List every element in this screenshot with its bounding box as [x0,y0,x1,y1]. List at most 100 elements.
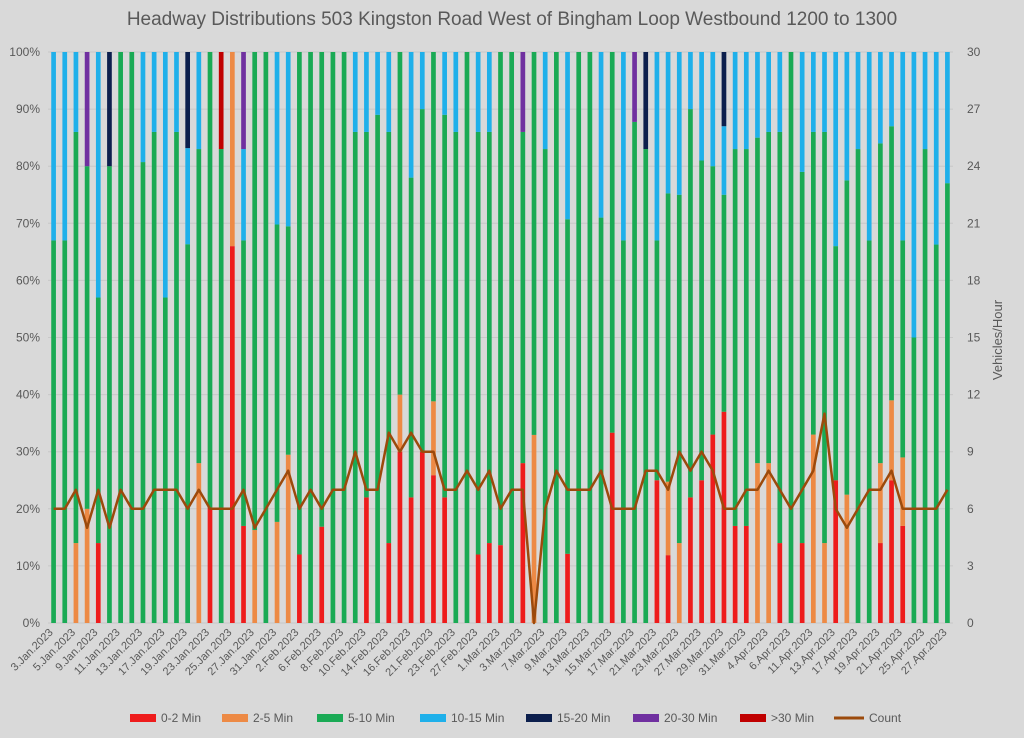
bar-segment [621,240,626,623]
bar-segment [475,52,481,132]
bar-segment [285,454,291,623]
bar-segment [84,508,90,623]
bar-segment [375,114,380,623]
bar-segment [397,451,403,623]
y-left-tick-label: 0% [23,616,41,630]
bar-segment [252,530,258,623]
bar-segment [297,554,302,623]
bar-segment [799,543,805,623]
bar-segment [241,240,246,526]
bar-segment [475,131,481,555]
bar-segment [900,457,906,526]
bar-segment [889,52,894,127]
bar-segment [285,226,291,455]
bar-segment [241,149,246,241]
bar-segment [196,149,202,464]
bar-segment [107,52,112,167]
bar-segment [721,411,727,623]
y-left-tick-label: 80% [16,159,40,173]
bar-segment [509,52,515,623]
bar-segment [676,543,682,623]
bar-segment [520,131,526,464]
bar-segment [878,463,883,544]
bar-segment [788,52,794,623]
bar-segment [822,543,827,623]
x-tick-labels: 3.Jan.20235.Jan.20239.Jan.202311.Jan.202… [9,627,950,679]
bar-segment [810,52,816,132]
bar-segment [554,52,559,623]
bar-segment [945,52,950,184]
bar-segment [330,52,336,623]
bar-segment [721,194,727,412]
bar-segment [766,52,771,132]
legend-swatch [222,714,248,722]
bar-segment [218,52,224,150]
bar-segment [900,52,906,241]
bar-segment [442,52,447,115]
bar-segment [766,463,771,623]
bar-segment [84,52,90,167]
bar-segment [453,131,459,623]
bar-segment [676,52,682,195]
bar-segment [911,337,917,623]
bar-segment [431,52,436,402]
bar-segment [565,553,570,623]
bar-segment [922,149,928,623]
bar-segment [565,219,570,554]
y-right-ticks: 0 3 6 9 12 15 18 21 24 27 30 [967,45,981,630]
bar-segment [386,52,392,132]
bar-segment [755,463,760,623]
count-line [53,412,949,625]
bar-segment [419,451,425,623]
bar-segment [174,131,179,623]
bar-segment [766,131,771,464]
y-left-tick-label: 90% [16,102,40,116]
y-right-axis-label: Vehicles/Hour [990,299,1005,380]
bar-segment [95,543,101,623]
bar-segment [743,525,749,623]
bar-segment [207,52,213,508]
bar-segment [576,52,582,623]
bar-segment [419,52,425,110]
bar-segment [151,52,157,132]
bar-segment [833,480,839,623]
legend: 0-2 Min 2-5 Min 5-10 Min 10-15 Min 15-20 Min… [130,711,902,725]
y-right-tick-label: 21 [967,216,981,230]
bar-segment [185,148,191,245]
bar-segment [386,543,392,623]
bar-segment [777,131,783,544]
legend-swatch [420,714,446,722]
y-right-tick-label: 15 [967,331,981,345]
y-left-ticks: 0% 10% 20% 30% 40% 50% 60% 70% 80% 90% 100% [9,45,40,630]
bar-segment [464,52,470,623]
bar-segment [900,525,906,623]
bar-segment [676,194,682,544]
bar-segment [878,52,883,144]
bar-segment [598,52,604,218]
bar-segment [743,52,749,150]
y-right-tick-label: 12 [967,388,981,402]
bar-segment [196,52,202,150]
bar-segment [230,246,235,623]
bar-segment [833,246,839,481]
y-right-tick-label: 27 [967,102,981,116]
legend-label: 2-5 Min [253,711,293,725]
bar-segment [878,543,883,623]
y-right-tick-label: 3 [967,559,974,573]
legend-swatch [526,714,552,722]
bar-segment [866,52,872,241]
bar-segment [565,52,570,220]
bar-segment [162,52,168,298]
bar-segment [632,52,637,122]
bar-segment [162,297,168,623]
legend-swatch [317,714,343,722]
bar-segment [889,400,894,481]
bar-segment [196,463,202,623]
bar-segment [408,52,414,178]
bar-segment [218,149,224,623]
bar-segment [352,131,358,623]
bar-segment [710,434,716,623]
bar-segment [911,52,917,338]
bar-segment [688,497,693,623]
bar-segment [665,555,671,623]
